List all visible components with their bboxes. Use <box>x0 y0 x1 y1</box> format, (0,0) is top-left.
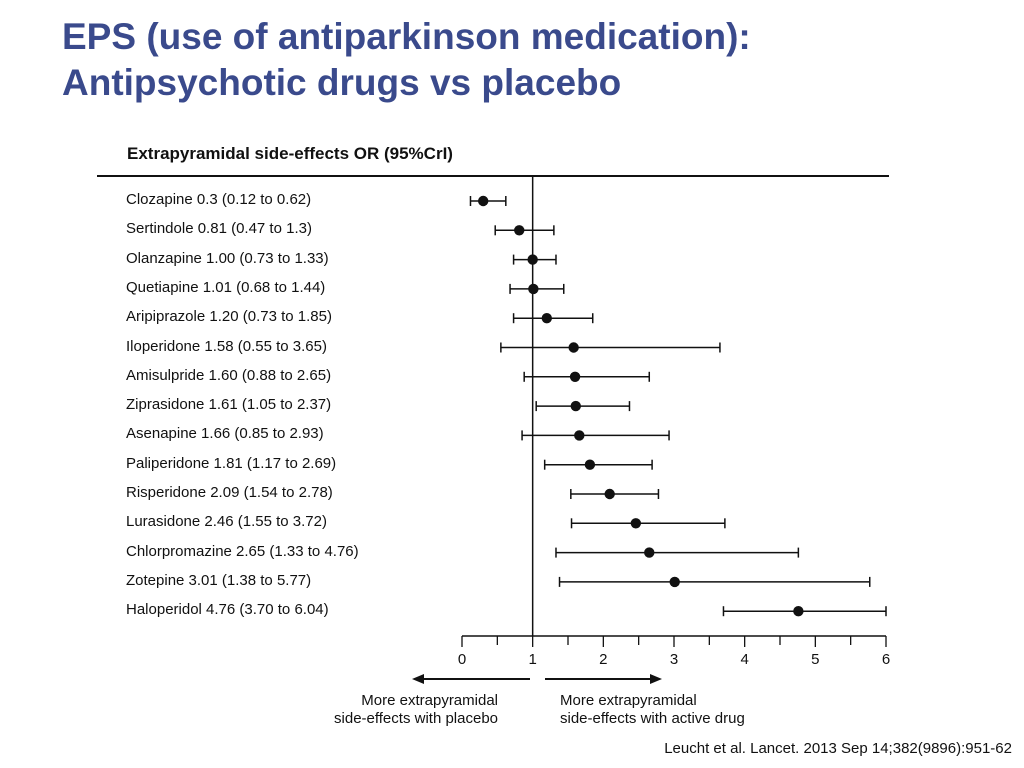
row-label: Iloperidone 1.58 (0.55 to 3.65) <box>126 337 327 355</box>
or-point <box>574 430 585 441</box>
x-tick-label: 5 <box>811 651 819 668</box>
x-tick-label: 2 <box>599 651 607 668</box>
direction-note-placebo: More extrapyramidal side-effects with pl… <box>334 692 498 728</box>
row-label: Quetiapine 1.01 (0.68 to 1.44) <box>126 278 326 296</box>
or-point <box>644 547 655 558</box>
page-title-line-2: Antipsychotic drugs vs placebo <box>62 62 622 103</box>
or-point <box>669 576 680 588</box>
row-label: Lurasidone 2.46 (1.55 to 3.72) <box>126 513 327 531</box>
row-label: Clozapine 0.3 (0.12 to 0.62) <box>126 191 312 208</box>
header-rule <box>97 175 889 177</box>
row-label: Chlorpromazine 2.65 (1.33 to 4.76) <box>126 542 359 560</box>
or-point <box>568 342 579 353</box>
citation: Leucht et al. Lancet. 2013 Sep 14;382(98… <box>664 740 1012 757</box>
row-label: Olanzapine 1.00 (0.73 to 1.33) <box>126 249 329 267</box>
x-tick-label: 3 <box>670 651 678 668</box>
or-point <box>478 195 489 207</box>
or-point <box>528 283 539 295</box>
row-label: Haloperidol 4.76 (3.70 to 6.04) <box>126 601 329 619</box>
direction-note-placebo-line-1: More extrapyramidal <box>361 692 498 709</box>
arrow-head <box>412 674 424 684</box>
row-label: Risperidone 2.09 (1.54 to 2.78) <box>126 484 333 501</box>
direction-note-active-drug-line-1: More extrapyramidal <box>560 692 697 709</box>
or-point <box>569 371 581 382</box>
page-title: EPS (use of antiparkinson medication): A… <box>62 14 1002 106</box>
x-tick-label: 6 <box>882 651 890 668</box>
row-label: Ziprasidone 1.61 (1.05 to 2.37) <box>126 396 332 414</box>
direction-note-active-drug-line-2: side-effects with active drug <box>560 710 745 727</box>
direction-note-placebo-line-2: side-effects with placebo <box>334 710 498 727</box>
or-point <box>527 254 538 265</box>
or-point <box>584 459 596 470</box>
row-label: Amisulpride 1.60 (0.88 to 2.65) <box>126 366 332 384</box>
row-label: Sertindole 0.81 (0.47 to 1.3) <box>126 220 312 238</box>
direction-arrow-active-drug <box>545 674 662 684</box>
or-point <box>541 313 552 324</box>
chart-title: Extrapyramidal side-effects OR (95%CrI) <box>127 144 453 163</box>
row-label: Asenapine 1.66 (0.85 to 2.93) <box>126 425 324 443</box>
or-point <box>514 225 525 236</box>
or-point <box>793 606 804 617</box>
row-label: Zotepine 3.01 (1.38 to 5.77) <box>126 571 312 589</box>
or-point <box>570 400 581 412</box>
row-label: Paliperidone 1.81 (1.17 to 2.69) <box>126 454 337 472</box>
x-tick-label: 1 <box>528 651 536 668</box>
or-point <box>630 518 642 529</box>
x-tick-label: 0 <box>458 651 466 668</box>
direction-note-active-drug: More extrapyramidal side-effects with ac… <box>560 692 745 728</box>
arrow-head <box>650 674 662 684</box>
or-point <box>604 488 615 500</box>
x-tick-label: 4 <box>740 651 748 668</box>
direction-arrow-placebo <box>412 674 530 684</box>
page-title-line-1: EPS (use of antiparkinson medication): <box>62 16 751 57</box>
row-label: Aripiprazole 1.20 (0.73 to 1.85) <box>126 308 332 326</box>
